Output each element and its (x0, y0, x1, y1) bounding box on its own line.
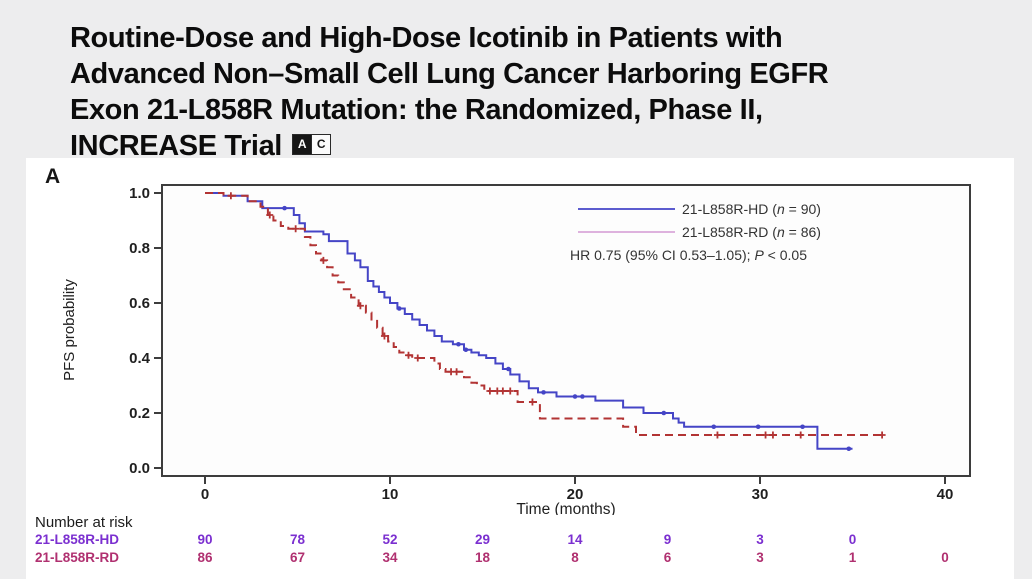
risk-value: 9 (663, 532, 672, 547)
risk-value: 52 (382, 532, 398, 547)
legend-label-rd: 21-L858R-RD (n = 86) (682, 224, 821, 240)
censor-mark-rd (380, 332, 388, 340)
title-line-2: Advanced Non–Small Cell Lung Cancer Harb… (70, 58, 829, 90)
censor-mark-rd (292, 225, 300, 233)
risk-value: 86 (197, 550, 213, 565)
risk-value: 0 (941, 550, 949, 565)
plot-border (161, 184, 971, 477)
risk-value: 1 (848, 550, 857, 565)
risk-value: 0 (848, 532, 857, 547)
risk-value: 3 (756, 532, 764, 547)
y-tick-label: 0.4 (129, 350, 151, 367)
risk-value: 34 (382, 550, 398, 565)
censor-mark-hd (580, 394, 585, 399)
page-title: Routine-Dose and High-Dose Icotinib in P… (70, 20, 1000, 164)
risk-value: 18 (474, 550, 491, 565)
censor-mark-rd (486, 387, 494, 395)
risk-value: 14 (567, 532, 583, 547)
censor-mark-rd (769, 431, 777, 439)
censor-mark-hd (800, 424, 805, 430)
comments-badge-icon: C (310, 134, 330, 154)
censor-mark-rd (528, 398, 536, 406)
censor-mark-hd (661, 410, 667, 416)
censor-mark-rd (797, 431, 805, 439)
censor-mark-hd (456, 341, 461, 347)
y-tick-label: 0.0 (129, 460, 150, 477)
risk-row-label: 21-L858R-HD (35, 532, 120, 547)
censor-mark-rd (506, 387, 514, 395)
risk-row-rd: 21-L858R-RD 86 67 34 18 8 6 3 1 0 (0, 550, 1032, 567)
risk-table-heading: Number at risk (35, 514, 133, 531)
censor-mark-hd (506, 366, 511, 372)
censor-mark-rd (762, 431, 770, 439)
censor-mark-hd (396, 306, 402, 311)
km-plot: 0 10 20 30 40 0.0 0.2 0.4 0.6 0.8 1.0 Time (months)… (61, 184, 971, 515)
censor-mark-rd (266, 211, 274, 219)
x-axis-title: Time (months) (516, 501, 615, 515)
censor-mark-hd (711, 424, 717, 430)
risk-value: 3 (756, 550, 764, 565)
title-line-4: INCREASE Trial A C (70, 128, 1000, 164)
risk-row-label: 21-L858R-RD (35, 550, 120, 565)
censor-mark-rd (319, 256, 327, 264)
km-curve-hd (205, 192, 853, 450)
censor-mark-hd (572, 394, 578, 399)
risk-rows: 21-L858R-HD 90 78 52 29 14 9 3 0 21-L858R-RD 86 67 3… (0, 532, 1032, 567)
censor-mark-rd (499, 387, 507, 395)
censor-mark-hd (541, 390, 546, 395)
y-tick-label: 1.0 (129, 185, 150, 202)
censor-mark-hd (755, 424, 761, 430)
km-curve-rd (205, 192, 886, 436)
censor-mark-hd (282, 205, 287, 211)
title-line-1: Routine-Dose and High-Dose Icotinib in P… (70, 22, 783, 54)
y-tick-label: 0.6 (129, 295, 150, 312)
x-tick-label: 0 (201, 486, 209, 503)
risk-value: 29 (474, 532, 491, 547)
title-line-4-text: INCREASE Trial (70, 130, 282, 162)
censor-mark-rd (414, 354, 422, 362)
x-tick-label: 10 (382, 486, 399, 503)
legend-label-hd: 21-L858R-HD (n = 90) (682, 201, 821, 217)
censor-mark-rd (453, 368, 461, 376)
censor-mark-rd (713, 431, 721, 439)
x-tick-label: 20 (567, 486, 584, 503)
y-tick-label: 0.2 (129, 405, 150, 422)
panel-label-a: A (45, 165, 62, 188)
number-at-risk-table: Number at risk 21-L858R-HD 90 78 52 29 14 9 3 0 2… (0, 514, 1032, 567)
censor-mark-rd (405, 351, 412, 359)
risk-row-hd: 21-L858R-HD 90 78 52 29 14 9 3 0 (0, 532, 1032, 549)
y-axis-title: PFS probability (61, 279, 78, 381)
y-tick-label: 0.8 (129, 240, 150, 257)
censor-mark-rd (356, 302, 364, 310)
abstract-badge-icon: A (292, 134, 311, 154)
censor-mark-hd (463, 347, 469, 353)
x-tick-label: 40 (937, 486, 954, 503)
censor-mark-rd (878, 431, 886, 439)
censor-mark-rd (227, 192, 235, 200)
risk-value: 8 (571, 550, 579, 565)
censor-mark-hd (846, 446, 852, 452)
x-tick-label: 30 (752, 486, 769, 503)
risk-value: 67 (289, 550, 306, 565)
title-line-3: Exon 21-L858R Mutation: the Randomized, … (70, 94, 763, 126)
hr-annotation: HR 0.75 (95% CI 0.53–1.05); P < 0.05 (570, 247, 807, 263)
risk-value: 90 (197, 532, 213, 547)
risk-value: 78 (289, 532, 306, 547)
risk-value: 6 (663, 550, 672, 565)
